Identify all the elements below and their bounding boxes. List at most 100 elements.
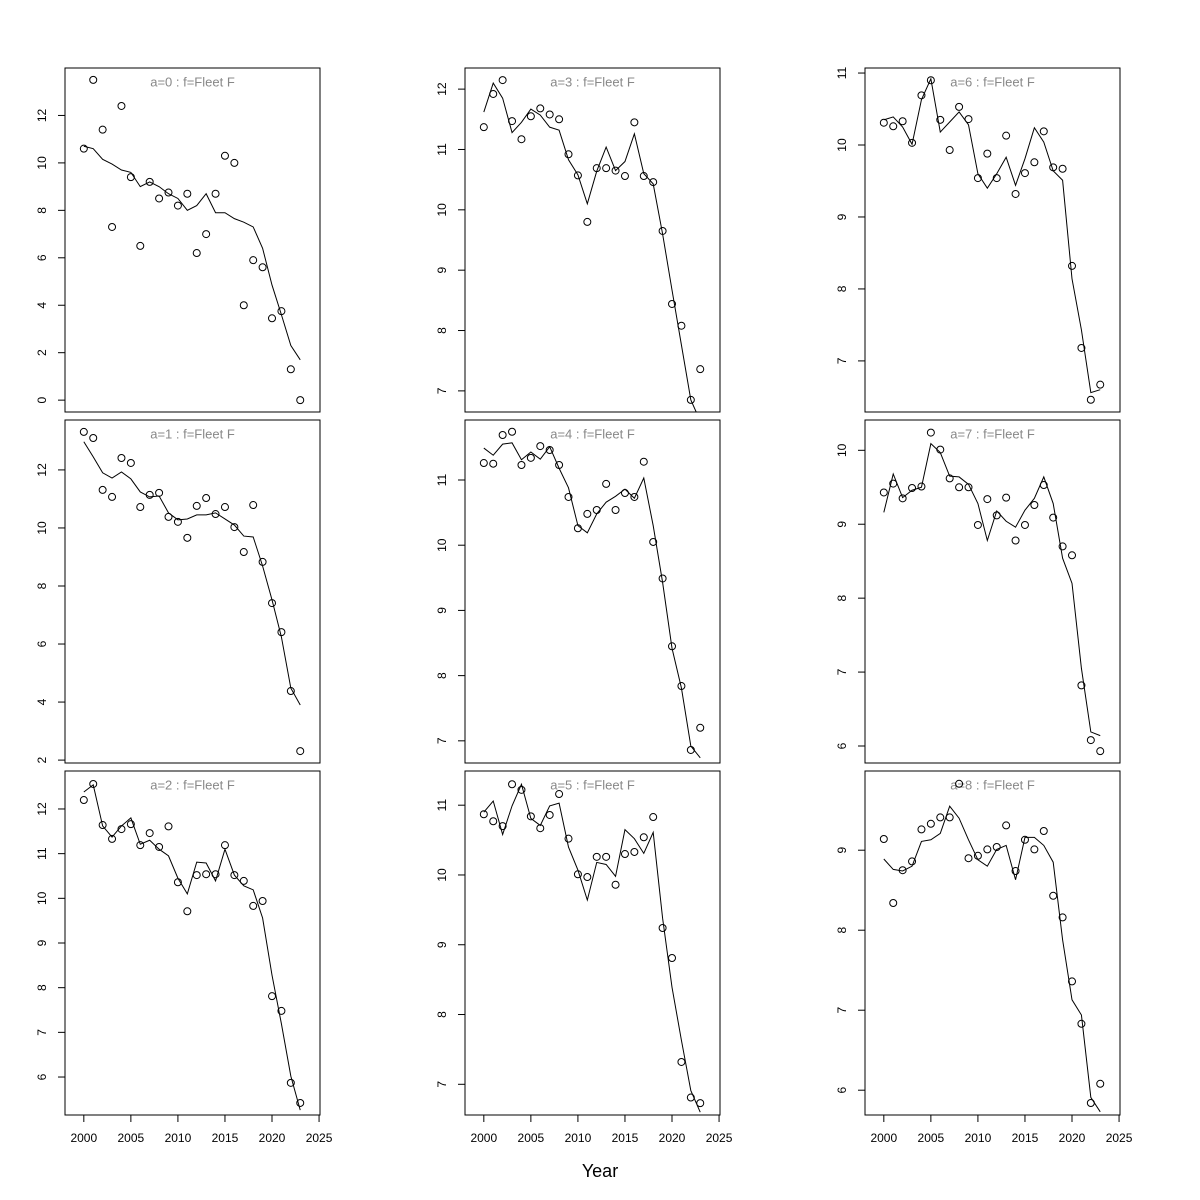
data-point [583,509,592,518]
data-point [117,101,126,110]
fit-line [483,442,701,759]
panel-title: a=7 : f=Fleet F [950,426,1035,441]
data-point [1086,736,1095,745]
data-point [630,118,639,127]
y-tick-label: 6 [835,742,849,749]
y-tick-label: 10 [835,138,849,152]
data-point [296,396,305,405]
fit-line [883,442,1101,737]
y-tick-label: 12 [35,463,49,477]
data-point [230,158,239,167]
data-point [202,494,211,503]
data-point [973,520,982,529]
data-point [1002,131,1011,140]
data-point [983,845,992,854]
panel: a=6 : f=Fleet F 7 8 9 10 11 [835,66,1121,413]
data-point [564,834,573,843]
data-point [220,151,229,160]
data-point [145,177,154,186]
fit-line [483,782,701,1113]
data-point [658,923,667,932]
data-point [630,492,639,501]
fit-line [483,81,697,412]
data-point [545,110,554,119]
data-point [258,263,267,272]
plot-area [879,779,1105,1113]
data-point [555,790,564,799]
data-point [526,812,535,821]
data-point [479,459,488,468]
data-point [1068,551,1077,560]
data-point [583,873,592,882]
panel-frame [864,419,1121,764]
data-point [592,505,601,514]
data-point [649,537,658,546]
data-point [108,834,117,843]
data-point [1068,261,1077,270]
y-tick-label: 11 [35,847,49,860]
fit-line [883,77,1101,394]
panel: a=1 : f=Fleet F 2 4 6 8 10 12 [35,419,321,764]
y-tick-label: 9 [435,607,449,614]
y-tick-label: 8 [435,327,449,334]
data-point [1002,821,1011,830]
data-point [898,117,907,126]
data-point [879,835,888,843]
data-point [936,813,945,822]
data-point [155,194,164,203]
y-tick-label: 8 [35,582,49,589]
data-point [164,822,173,831]
x-axis-label: Year [582,1161,618,1181]
data-point [955,102,964,111]
y-tick-label: 8 [835,594,849,601]
data-point [583,217,592,226]
data-point [136,503,145,512]
y-tick-label: 7 [835,668,849,675]
data-point [296,1098,305,1107]
panel-frame [64,770,321,1116]
panel-title: a=8 : f=Fleet F [950,777,1035,792]
data-point [620,172,629,181]
data-point [1039,827,1048,835]
data-point [936,115,945,124]
panel-title: a=0 : f=Fleet F [150,74,235,89]
x-tick-label: 2020 [659,1131,686,1145]
y-tick-label: 7 [835,357,849,364]
data-point [983,149,992,158]
data-point [1049,513,1058,522]
data-point [1011,867,1020,875]
data-point [945,813,954,822]
data-point [239,876,248,885]
data-point [286,1078,295,1087]
x-tick-label: 2015 [212,1131,239,1145]
y-tick-label: 9 [435,267,449,274]
data-point [1020,520,1029,529]
data-point [258,897,267,906]
data-point [183,907,192,916]
data-point [479,810,488,819]
data-point [611,166,620,175]
y-tick-label: 9 [835,847,849,854]
data-point [1096,747,1105,756]
data-point [98,821,107,830]
y-tick-label: 11 [435,473,449,486]
panel-title: a=2 : f=Fleet F [150,777,235,792]
x-tick-label: 2025 [1106,1131,1133,1145]
data-point [602,164,611,173]
data-point [964,115,973,124]
data-point [192,871,201,880]
data-point [602,479,611,488]
data-point [211,189,220,198]
y-tick-label: 11 [435,143,449,156]
x-tick-label: 2000 [870,1131,897,1145]
panel-frame [864,770,1121,1116]
data-point [98,485,107,494]
data-point [79,796,88,805]
data-point [126,820,135,829]
data-point [489,817,498,826]
y-tick-label: 6 [35,1073,49,1080]
fit-line [83,783,301,1111]
x-tick-label: 2010 [165,1131,192,1145]
data-point [517,460,526,469]
data-point [79,427,88,436]
